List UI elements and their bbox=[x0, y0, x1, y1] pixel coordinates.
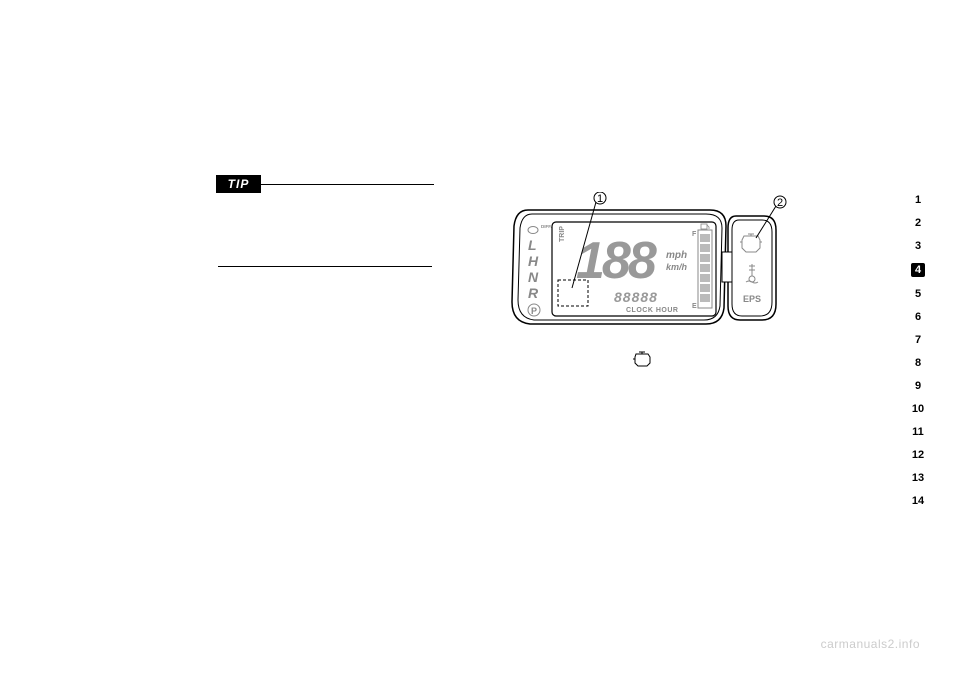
fuel-E: E bbox=[692, 303, 697, 310]
unit-kmh: km/h bbox=[666, 262, 688, 272]
side-nav-item: 3 bbox=[915, 240, 921, 252]
side-nav-item: 1 bbox=[915, 194, 921, 206]
trip-label: TRIP bbox=[559, 226, 566, 242]
side-nav-item: 14 bbox=[912, 495, 924, 507]
side-nav-item: 12 bbox=[912, 449, 924, 461]
manual-page: TIP 1 2 3 4 5 6 7 8 9 10 11 12 13 14 bbox=[0, 0, 960, 679]
side-nav-item: 10 bbox=[912, 403, 924, 415]
side-nav-item: 9 bbox=[915, 380, 921, 392]
side-nav-item: 8 bbox=[915, 357, 921, 369]
parking-symbol: P bbox=[531, 306, 537, 316]
gear-H: H bbox=[528, 253, 539, 269]
eps-label: EPS bbox=[743, 294, 761, 304]
instrument-cluster-diagram: DIFF. LOCK L H N R P TRIP 188 mph km/h bbox=[506, 192, 788, 407]
tip-underline bbox=[261, 184, 434, 185]
callout-2-number: 2 bbox=[777, 197, 783, 209]
side-nav-item: 2 bbox=[915, 217, 921, 229]
side-nav-item: 13 bbox=[912, 472, 924, 484]
gear-R: R bbox=[528, 285, 539, 301]
side-nav-item-active: 4 bbox=[911, 263, 925, 277]
side-nav-item: 5 bbox=[915, 288, 921, 300]
speed-digits: 188 bbox=[576, 232, 657, 290]
tip-section-bottom-rule bbox=[218, 266, 432, 267]
side-nav-item: 7 bbox=[915, 334, 921, 346]
cluster-svg: DIFF. LOCK L H N R P TRIP 188 mph km/h bbox=[506, 192, 788, 402]
fuel-F: F bbox=[692, 231, 697, 238]
callout-1-number: 1 bbox=[597, 193, 603, 205]
watermark: carmanuals2.info bbox=[821, 637, 920, 651]
gear-N: N bbox=[528, 269, 539, 285]
tip-label: TIP bbox=[216, 175, 261, 193]
caption-engine-icon bbox=[633, 352, 650, 366]
odo-digits: 88888 bbox=[614, 289, 658, 305]
odo-labels: CLOCK HOUR bbox=[626, 307, 678, 314]
unit-mph: mph bbox=[666, 250, 687, 261]
gear-L: L bbox=[528, 237, 537, 253]
side-page-nav: 1 2 3 4 5 6 7 8 9 10 11 12 13 14 bbox=[908, 194, 928, 518]
side-nav-item: 11 bbox=[912, 426, 924, 438]
side-nav-item: 6 bbox=[915, 311, 921, 323]
